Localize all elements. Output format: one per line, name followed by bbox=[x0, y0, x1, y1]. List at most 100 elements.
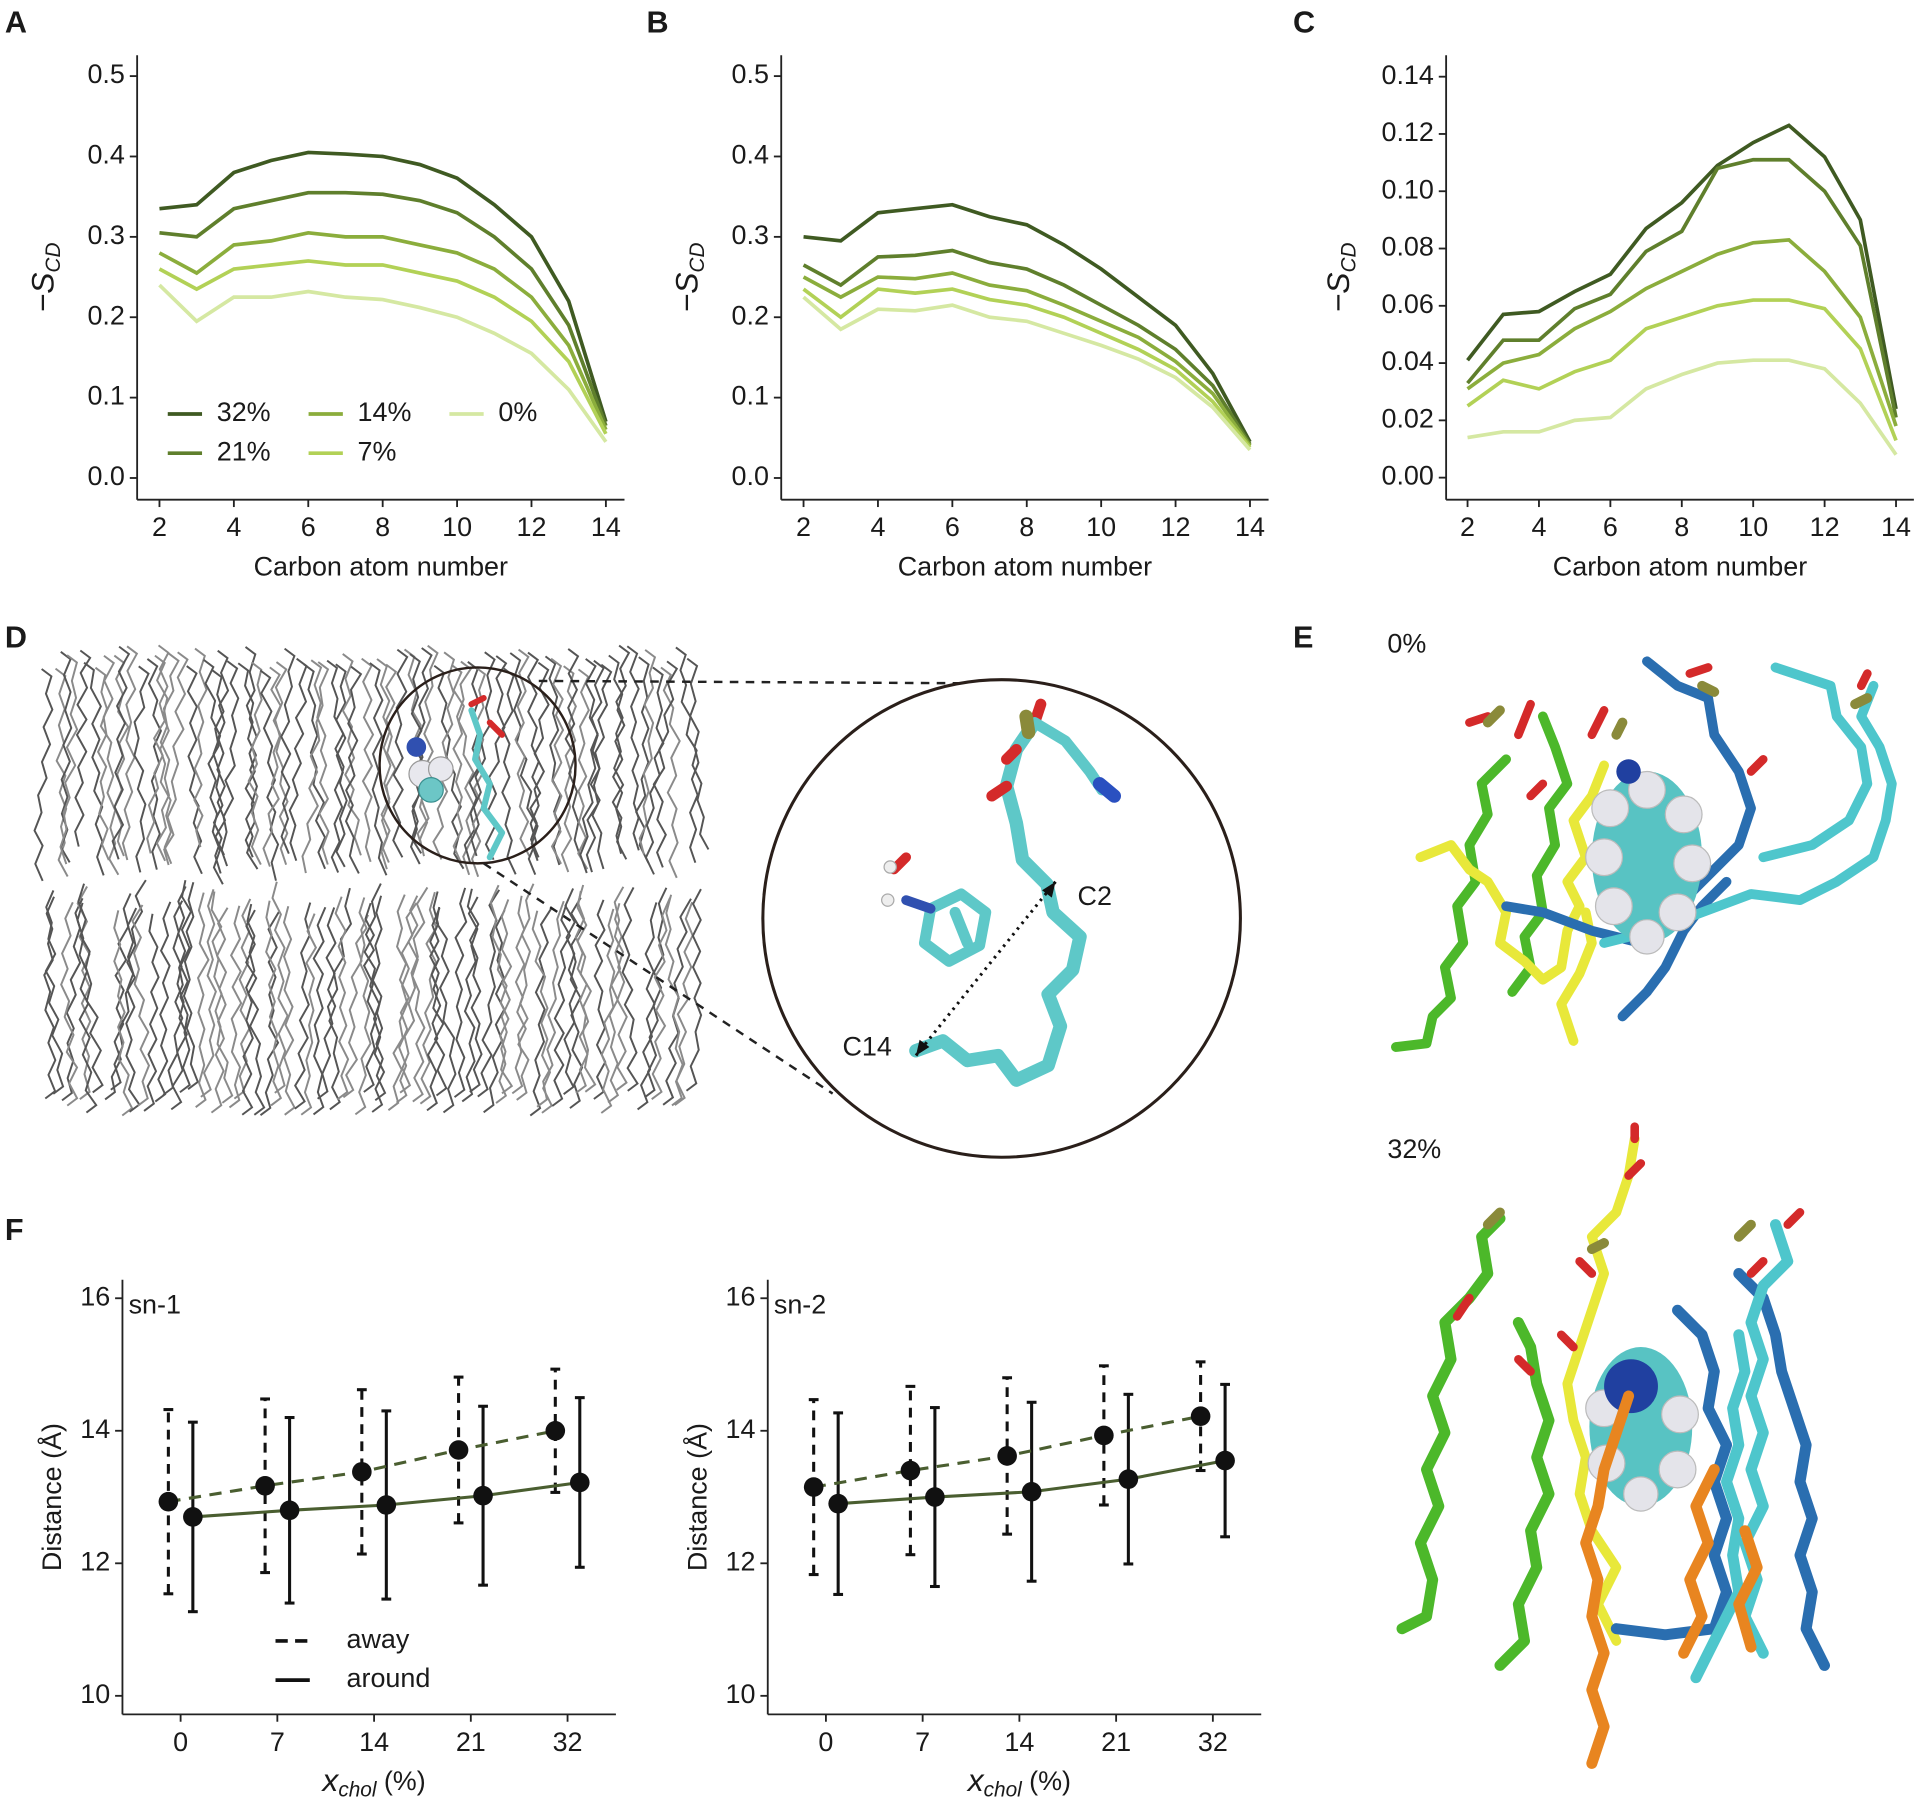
lipid bbox=[589, 663, 613, 870]
lipid bbox=[429, 891, 448, 1097]
y-tick-label: 0.00 bbox=[1381, 461, 1433, 491]
lipid bbox=[310, 659, 330, 865]
lipid bbox=[60, 901, 79, 1107]
x-axis-title: xchol (%) bbox=[320, 1762, 425, 1800]
lipid bbox=[550, 657, 565, 865]
point bbox=[900, 1460, 921, 1481]
x-tick-label: 32 bbox=[553, 1727, 583, 1757]
x-tick-label: 8 bbox=[1019, 512, 1034, 542]
lipid bbox=[466, 888, 483, 1093]
x-tick-label: 4 bbox=[1531, 512, 1546, 542]
lipid bbox=[511, 883, 535, 1095]
point bbox=[255, 1475, 275, 1496]
x-axis-title-suffix: (%) bbox=[1029, 1766, 1071, 1796]
legend-label: 14% bbox=[358, 397, 412, 427]
snapshot-label: 32% bbox=[1387, 1134, 1441, 1164]
lipid bbox=[344, 665, 363, 874]
lipid bbox=[288, 657, 308, 861]
lipid bbox=[452, 660, 473, 863]
lipid bbox=[301, 661, 330, 874]
atom bbox=[1629, 919, 1665, 955]
lipid bbox=[341, 653, 362, 856]
lipid bbox=[317, 887, 353, 1100]
lipid bbox=[170, 900, 188, 1111]
point bbox=[376, 1495, 397, 1515]
lipid bbox=[133, 665, 150, 873]
point bbox=[570, 1472, 590, 1493]
y-tick-label: 0.1 bbox=[87, 381, 124, 411]
atom bbox=[1591, 789, 1630, 828]
legend-label: 0% bbox=[498, 397, 537, 427]
atom bbox=[1664, 795, 1703, 834]
snapshot-0 bbox=[1391, 656, 1897, 1052]
lipid bbox=[342, 897, 368, 1099]
lipid bbox=[453, 887, 468, 1098]
lipid bbox=[686, 657, 700, 864]
molecule bbox=[1678, 1463, 1720, 1659]
y-tick-label: 0.04 bbox=[1381, 346, 1433, 376]
lipid bbox=[416, 644, 439, 851]
lipid bbox=[611, 644, 631, 854]
y-tick-label: 12 bbox=[726, 1546, 756, 1576]
point bbox=[1190, 1406, 1211, 1426]
molecule bbox=[918, 888, 992, 967]
zoom-line bbox=[482, 862, 834, 1095]
molecule bbox=[1562, 1133, 1640, 1646]
point bbox=[352, 1462, 372, 1482]
series-line bbox=[802, 271, 1252, 447]
point bbox=[925, 1487, 945, 1507]
x-tick-label: 10 bbox=[1086, 512, 1116, 542]
lipid bbox=[233, 898, 252, 1100]
annotation: sn-1 bbox=[129, 1290, 181, 1320]
x-tick-label: 12 bbox=[1810, 512, 1840, 542]
series-line bbox=[802, 287, 1252, 449]
lipid bbox=[76, 885, 92, 1100]
lipid bbox=[432, 651, 456, 860]
y-tick-label: 12 bbox=[80, 1546, 110, 1576]
molecule bbox=[1391, 754, 1512, 1052]
lipid bbox=[280, 647, 296, 854]
lipid bbox=[392, 648, 409, 858]
y-tick-label: 0.5 bbox=[732, 59, 769, 89]
x-tick-label: 2 bbox=[152, 512, 167, 542]
lipid bbox=[59, 654, 79, 865]
x-axis-title-main: x bbox=[966, 1762, 985, 1798]
molecule bbox=[1482, 1207, 1756, 1254]
lipid bbox=[195, 892, 210, 1108]
x-tick-label: 8 bbox=[1674, 512, 1689, 542]
lipid bbox=[638, 649, 657, 855]
molecule bbox=[1465, 663, 1872, 801]
lipid bbox=[245, 909, 266, 1116]
x-tick-label: 2 bbox=[796, 512, 811, 542]
point bbox=[279, 1500, 300, 1521]
y-tick-label: 0.3 bbox=[732, 220, 769, 250]
lipid bbox=[131, 904, 151, 1107]
legend-label: away bbox=[347, 1624, 410, 1654]
lipid bbox=[354, 914, 372, 1116]
lipid bbox=[269, 666, 289, 865]
y-axis-title-main: −S bbox=[1320, 273, 1356, 313]
molecule bbox=[1019, 709, 1036, 740]
atom bbox=[1673, 844, 1712, 883]
lipid bbox=[300, 913, 318, 1116]
point bbox=[1118, 1469, 1139, 1489]
x-tick-label: 6 bbox=[945, 512, 960, 542]
lipid bbox=[325, 907, 341, 1111]
lipid bbox=[294, 902, 312, 1110]
lipid bbox=[564, 648, 581, 856]
lipid bbox=[371, 895, 387, 1102]
point bbox=[545, 1420, 566, 1441]
lipid bbox=[470, 651, 496, 857]
point bbox=[1215, 1450, 1235, 1471]
lipid bbox=[380, 663, 398, 870]
molecule bbox=[1415, 760, 1609, 985]
lipid bbox=[563, 888, 578, 1095]
x-tick-label: 21 bbox=[1101, 1727, 1131, 1757]
series-line bbox=[802, 295, 1252, 452]
y-axis-title: −SCD bbox=[25, 243, 65, 313]
legend-label: 21% bbox=[217, 436, 271, 466]
y-tick-label: 0.2 bbox=[732, 300, 769, 330]
lipid bbox=[154, 901, 172, 1103]
lipid bbox=[574, 884, 597, 1093]
y-axis-title: Distance (Å) bbox=[36, 1423, 67, 1571]
